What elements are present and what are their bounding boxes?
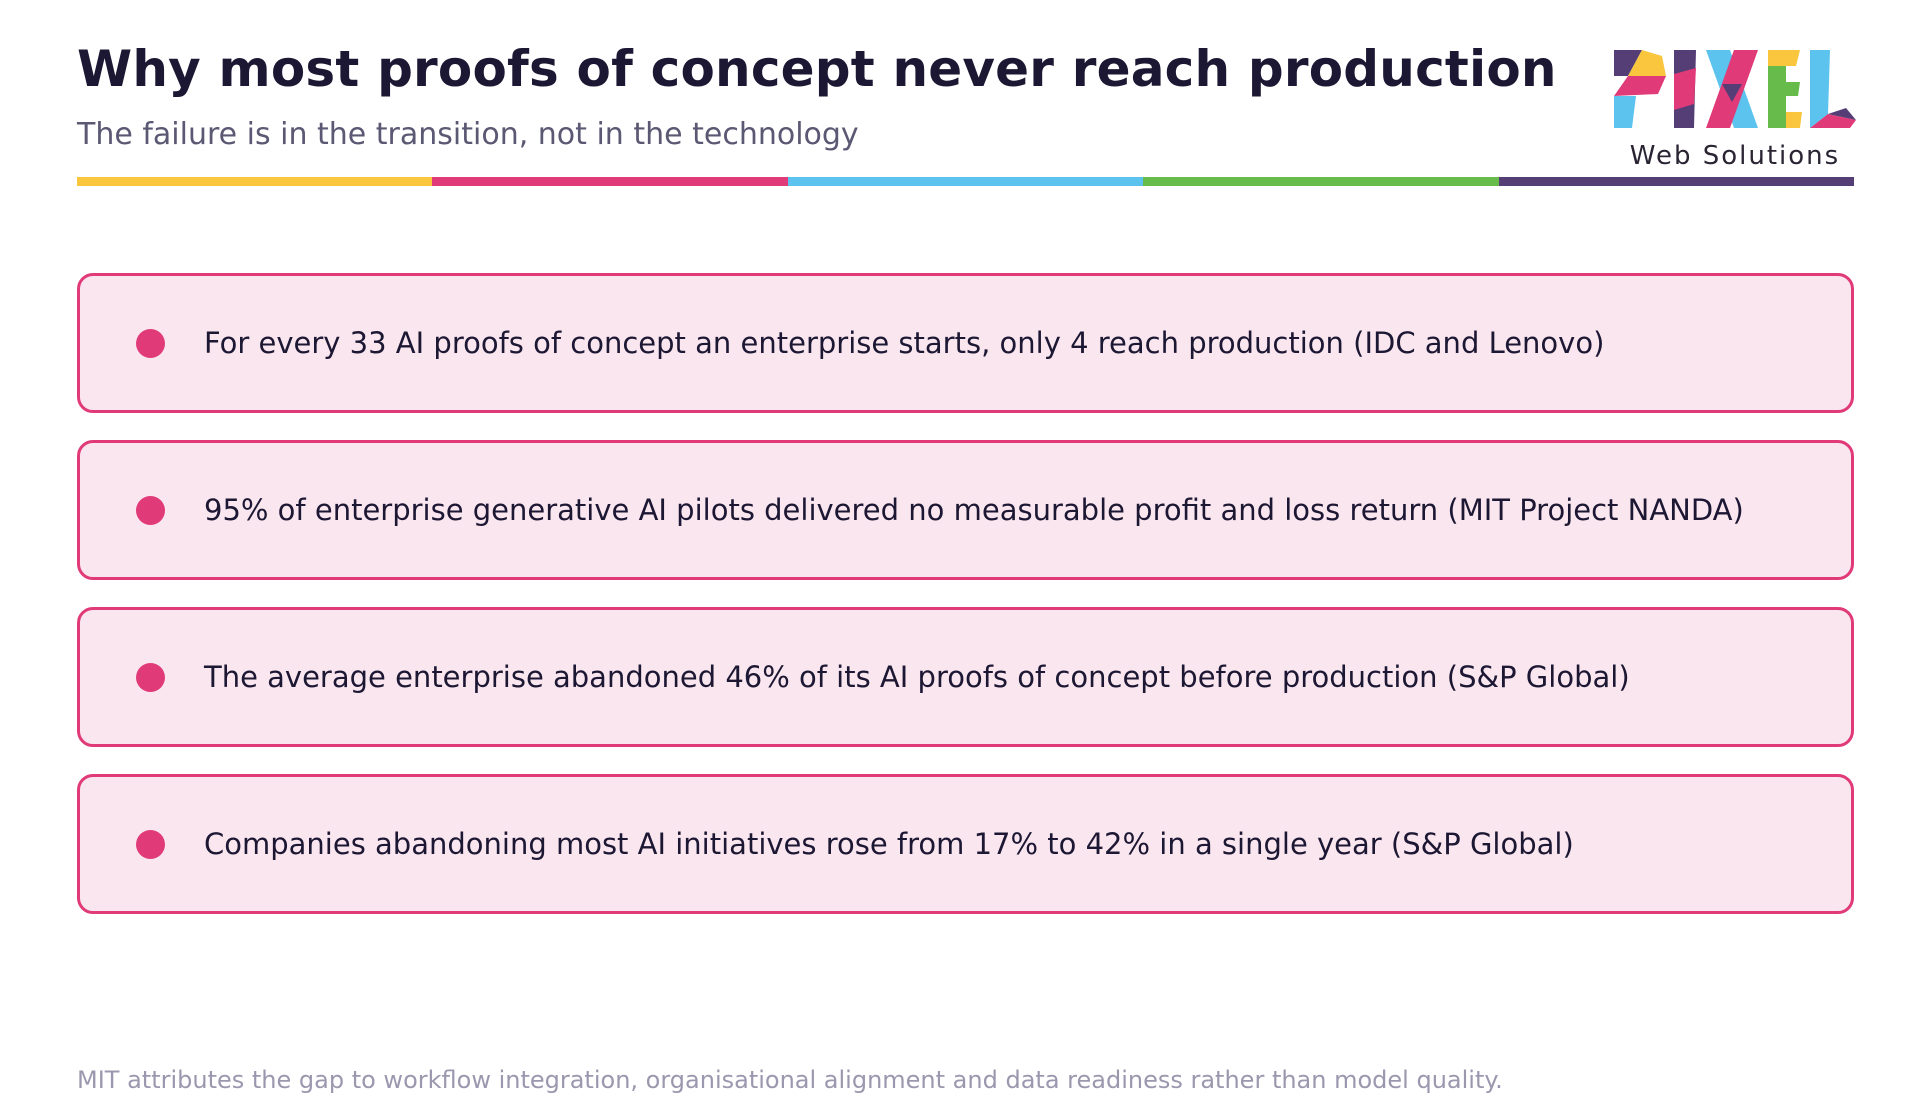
pixel-web-solutions-logo: Web Solutions bbox=[1610, 44, 1860, 174]
page-title: Why most proofs of concept never reach p… bbox=[77, 40, 1557, 98]
statistic-text: For every 33 AI proofs of concept an ent… bbox=[204, 326, 1605, 360]
accent-segment-blue bbox=[787, 177, 1144, 186]
statistic-card: For every 33 AI proofs of concept an ent… bbox=[77, 273, 1854, 413]
accent-color-bar bbox=[77, 177, 1855, 186]
bullet-dot-icon bbox=[136, 662, 165, 692]
statistic-card: Companies abandoning most AI initiatives… bbox=[77, 774, 1854, 914]
bullet-dot-icon bbox=[136, 829, 165, 859]
footnote: MIT attributes the gap to workflow integ… bbox=[77, 1066, 1503, 1094]
bullet-dot-icon bbox=[136, 328, 165, 358]
accent-segment-pink bbox=[432, 177, 788, 186]
statistic-card: 95% of enterprise generative AI pilots d… bbox=[77, 440, 1854, 580]
logo-tagline: Web Solutions bbox=[1629, 141, 1841, 171]
accent-segment-green bbox=[1143, 177, 1499, 186]
statistic-text: 95% of enterprise generative AI pilots d… bbox=[204, 493, 1744, 527]
accent-segment-purple bbox=[1498, 177, 1855, 186]
statistic-text: Companies abandoning most AI initiatives… bbox=[204, 827, 1574, 861]
bullet-dot-icon bbox=[136, 495, 165, 525]
statistic-text: The average enterprise abandoned 46% of … bbox=[204, 660, 1630, 694]
statistics-list: For every 33 AI proofs of concept an ent… bbox=[77, 273, 1854, 941]
page-subtitle: The failure is in the transition, not in… bbox=[77, 117, 859, 152]
statistic-card: The average enterprise abandoned 46% of … bbox=[77, 607, 1854, 747]
accent-segment-yellow bbox=[77, 177, 433, 186]
pixel-wordmark-graphic bbox=[1614, 50, 1856, 128]
